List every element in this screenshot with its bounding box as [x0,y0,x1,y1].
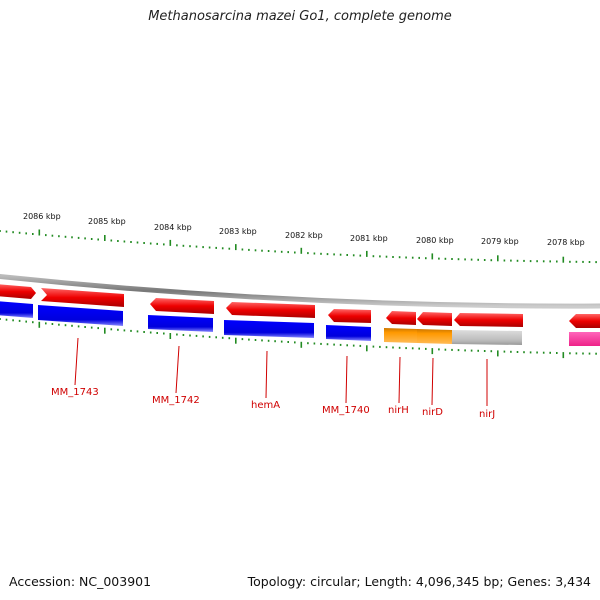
ruler-label: 2078 kbp [547,238,585,247]
category-box-gray [452,330,522,345]
category-box-orange [384,328,417,343]
category-box-blue [0,301,33,318]
accession-text: Accession: NC_003901 [9,574,152,589]
gene-arrow [386,311,416,325]
gene-label: MM_1740 [322,405,370,416]
ruler-label: 2082 kbp [285,231,323,240]
gene-arrow [569,314,600,328]
category-box-blue [224,320,314,338]
ruler-label: 2079 kbp [481,237,519,246]
gene-arrow [41,288,124,307]
ruler-label: 2081 kbp [350,234,388,243]
gene-labels: MM_1743 MM_1742 hemA MM_1740 nirH nirD n… [51,337,495,420]
gene-label: MM_1743 [51,387,99,398]
ruler-label: 2080 kbp [416,236,454,245]
gene-arrow [226,302,315,318]
ruler-label: 2085 kbp [88,217,126,226]
genome-backbone [0,274,600,309]
gene-label: nirH [388,405,409,416]
inner-tick-ruler [0,318,597,359]
category-box-blue [326,325,371,341]
ruler-label: 2086 kbp [23,212,61,221]
gene-label: MM_1742 [152,395,200,406]
genome-summary-text: Topology: circular; Length: 4,096,345 bp… [247,574,591,589]
gene-leader-line [431,357,434,406]
gene-arrow [328,309,371,323]
gene-arrow [417,312,452,326]
ruler-label: 2083 kbp [219,227,257,236]
gene-arrow [150,298,214,314]
gene-leader-line [398,356,401,404]
gene-leader-line [175,345,180,394]
gene-leader-line [345,355,348,404]
ruler-label: 2084 kbp [154,223,192,232]
gene-label: nirJ [479,409,495,420]
gene-leader-line [265,350,268,399]
outer-tick-ruler [0,229,597,264]
forward-strand-genes [0,284,124,307]
map-title: Methanosarcina mazei Go1, complete genom… [148,9,452,24]
reverse-strand-genes [150,298,600,328]
category-box-blue [38,305,123,326]
gene-leader-line [74,337,79,386]
category-box-orange [417,329,452,344]
category-box-pink [569,332,600,346]
gene-arrow [454,313,523,327]
category-track [0,301,600,346]
gene-label: hemA [251,400,280,411]
gene-label: nirD [422,407,443,418]
category-box-blue [148,315,213,332]
gene-arrow [0,284,36,299]
ruler-labels: 2086 kbp 2085 kbp 2084 kbp 2083 kbp 2082… [23,212,585,247]
